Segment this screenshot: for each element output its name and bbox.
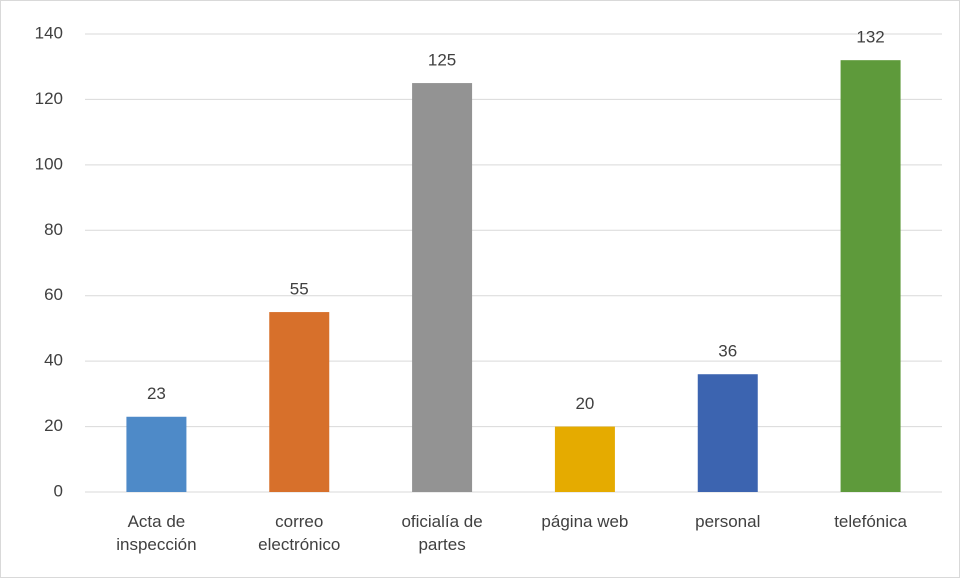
data-label: 132 [856, 28, 884, 47]
x-tick-label: telefónica [834, 512, 907, 531]
bar [412, 83, 473, 493]
y-tick-label: 80 [44, 220, 63, 239]
x-tick-label: Acta de inspección [116, 512, 197, 554]
data-label: 36 [718, 342, 737, 361]
y-tick-label: 140 [35, 23, 63, 42]
data-label: 20 [575, 394, 594, 413]
bar [697, 374, 758, 492]
x-tick-label: página web [541, 512, 629, 531]
x-tick-label: personal [695, 512, 761, 531]
data-label: 23 [147, 384, 166, 403]
x-tick-label: correo electrónico [258, 512, 341, 554]
y-tick-label: 60 [44, 285, 63, 304]
data-label: 55 [290, 280, 309, 299]
bar [840, 60, 901, 493]
x-tick-label: oficialía de partes [401, 512, 483, 554]
bar [554, 426, 615, 492]
bar [269, 312, 330, 492]
y-tick-label: 120 [35, 89, 63, 108]
y-tick-label: 100 [35, 154, 63, 173]
y-tick-label: 20 [44, 416, 63, 435]
data-label: 125 [428, 51, 456, 70]
y-tick-label: 0 [54, 481, 63, 500]
bar [126, 416, 187, 492]
y-tick-label: 40 [44, 351, 63, 370]
